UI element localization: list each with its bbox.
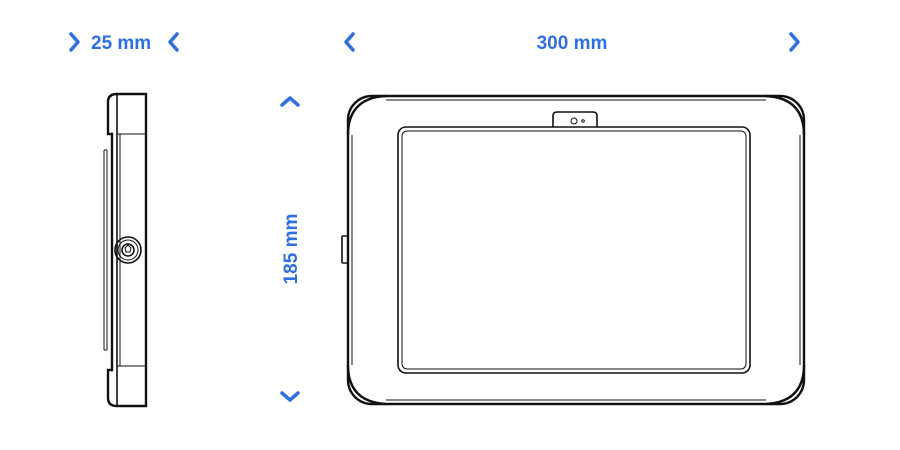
height-dimension: 185 mm [280, 96, 302, 402]
depth-label: 25 mm [91, 33, 151, 54]
arrow-left-icon [344, 32, 355, 52]
arrow-up-icon [280, 96, 300, 107]
tablet-front-view [341, 94, 806, 406]
camera-notch [552, 111, 598, 127]
arrow-left-icon [168, 32, 179, 52]
screen-outer [397, 126, 751, 374]
arrow-right-icon [789, 32, 800, 52]
height-label: 185 mm [281, 214, 302, 285]
corner-bumper [346, 364, 387, 406]
corner-bumper [765, 364, 806, 406]
corner-bumper [765, 94, 806, 136]
arrow-down-icon [280, 391, 300, 402]
width-label: 300 mm [537, 33, 608, 54]
camera-icon [570, 117, 578, 125]
width-dimension: 300 mm [344, 32, 800, 54]
depth-dimension: 25 mm [69, 32, 179, 54]
side-knob [114, 236, 142, 264]
tablet-side-view [103, 92, 148, 408]
sensor-icon [581, 119, 585, 123]
side-button [341, 235, 349, 264]
screen [401, 130, 747, 370]
corner-bumper [346, 94, 387, 136]
arrow-right-icon [69, 32, 80, 52]
